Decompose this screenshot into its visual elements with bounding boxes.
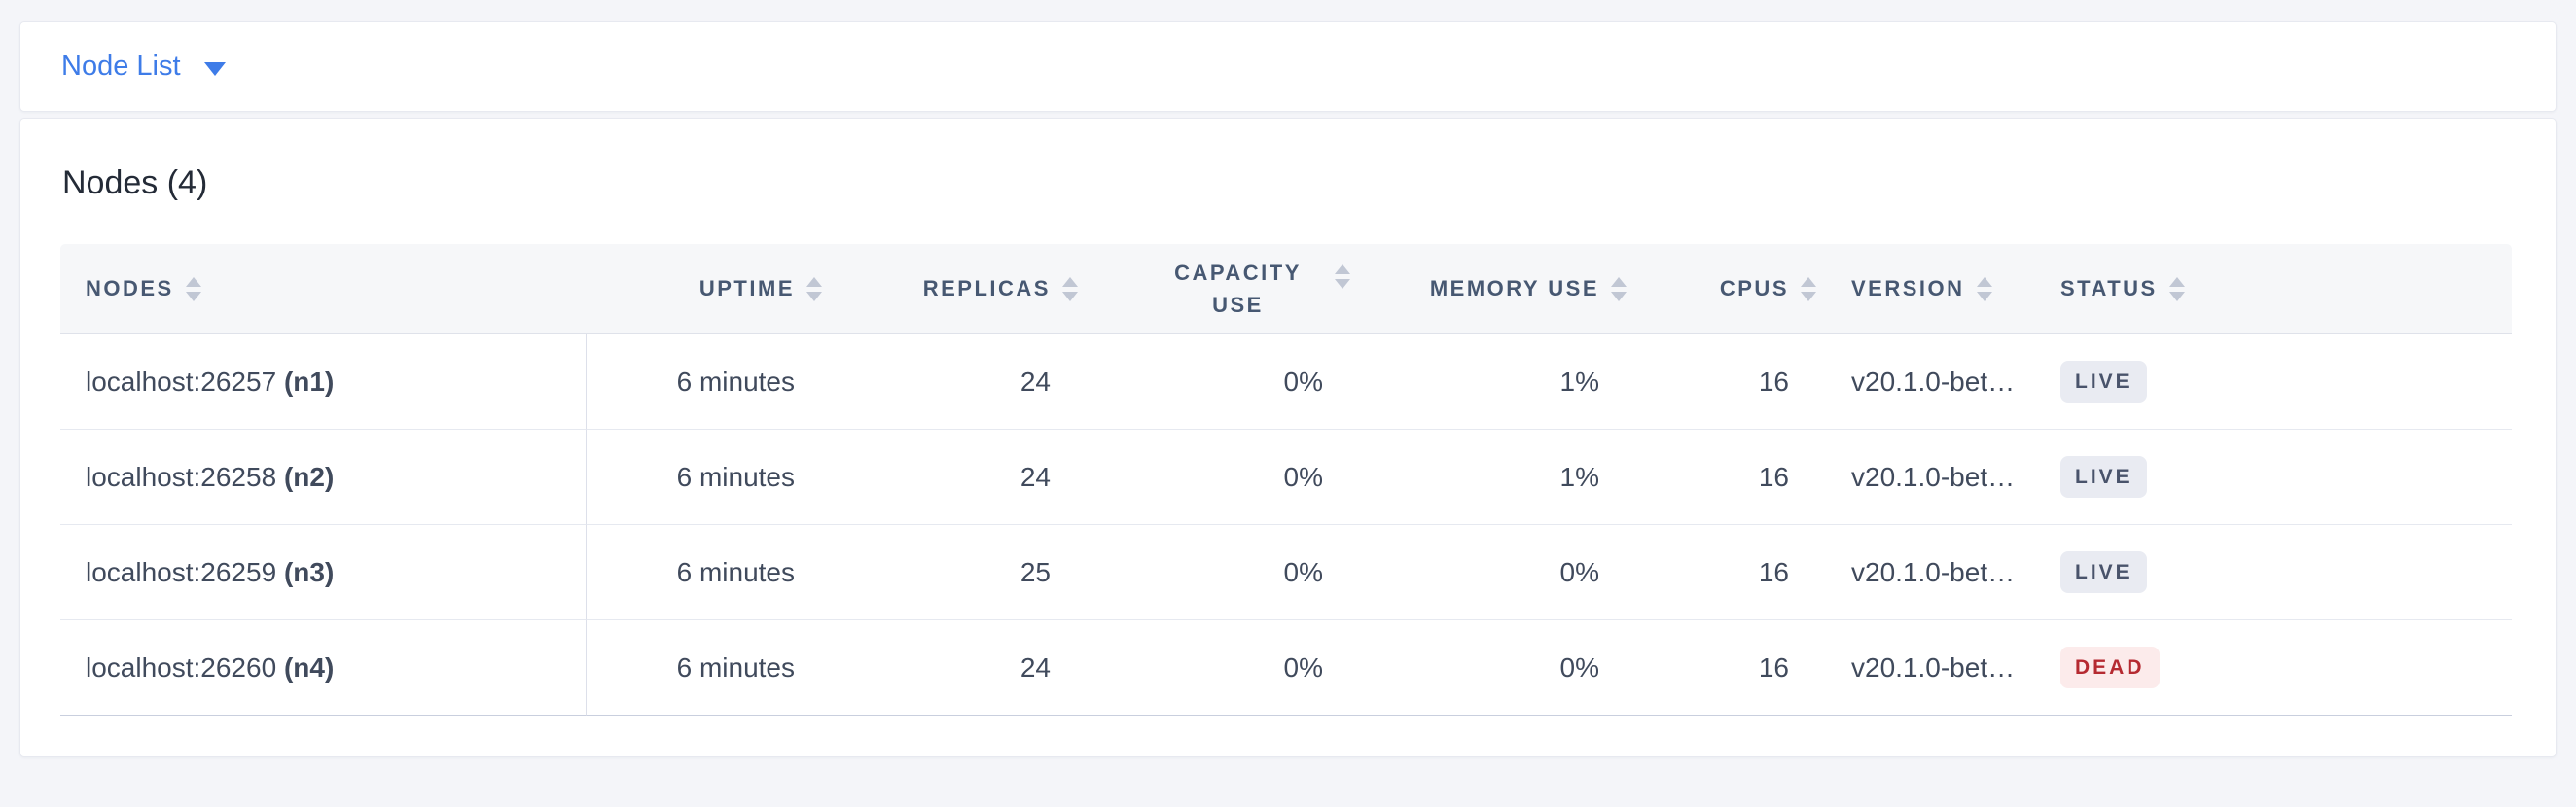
node-list-dropdown[interactable]: Node List (61, 51, 226, 83)
cpus-cell: 16 (1640, 334, 1830, 431)
version-cell: v20.1.0-bet… (1830, 334, 2039, 431)
cpus-cell: 16 (1640, 620, 1830, 717)
node-address: localhost:26258 (86, 461, 277, 492)
node-id: (n1) (283, 366, 335, 397)
table-row: localhost:26259 (n3) 6 minutes 25 0% 0% … (60, 525, 2512, 621)
table-row: localhost:26257 (n1) 6 minutes 24 0% 1% … (60, 334, 2512, 431)
replicas-cell: 24 (836, 620, 1091, 717)
view-selector-bar: Node List (19, 21, 2557, 112)
status-badge: LIVE (2060, 551, 2147, 594)
sort-icon[interactable] (1611, 276, 1627, 301)
capacity-use-cell: 0% (1091, 334, 1364, 431)
node-id: (n4) (283, 651, 335, 683)
uptime-cell: 6 minutes (587, 620, 836, 717)
column-header-cpus[interactable]: CPUS (1640, 244, 1830, 335)
chevron-down-icon (203, 61, 226, 76)
column-label: NODES (86, 276, 174, 301)
nodes-table: NODES UPTIME REPLICAS (60, 244, 2512, 717)
column-header-uptime[interactable]: UPTIME (587, 244, 836, 335)
status-cell: LIVE (2039, 525, 2512, 621)
node-cell[interactable]: localhost:26259 (n3) (60, 525, 587, 621)
node-address: localhost:26257 (86, 366, 277, 397)
replicas-cell: 25 (836, 525, 1091, 621)
capacity-use-cell: 0% (1091, 430, 1364, 526)
column-label: CPUS (1719, 276, 1789, 301)
node-address: localhost:26259 (86, 556, 277, 587)
memory-use-cell: 1% (1364, 334, 1640, 431)
status-badge: DEAD (2060, 647, 2160, 689)
nodes-panel: Nodes (4) NODES UPTIME (19, 118, 2557, 757)
version-cell: v20.1.0-bet… (1830, 525, 2039, 621)
node-cell[interactable]: localhost:26257 (n1) (60, 334, 587, 431)
cpus-cell: 16 (1640, 430, 1830, 526)
replicas-cell: 24 (836, 430, 1091, 526)
sort-icon[interactable] (1976, 276, 1992, 301)
node-id: (n2) (283, 461, 335, 492)
uptime-cell: 6 minutes (587, 525, 836, 621)
column-header-capacity-use[interactable]: CAPACITY USE (1091, 244, 1364, 335)
status-cell: LIVE (2039, 334, 2512, 431)
node-cell[interactable]: localhost:26258 (n2) (60, 430, 587, 526)
sort-icon[interactable] (185, 276, 201, 301)
node-cell[interactable]: localhost:26260 (n4) (60, 620, 587, 717)
sort-icon[interactable] (2168, 276, 2185, 301)
sort-icon[interactable] (1062, 276, 1078, 301)
capacity-use-cell: 0% (1091, 620, 1364, 717)
table-row: localhost:26260 (n4) 6 minutes 24 0% 0% … (60, 620, 2512, 717)
memory-use-cell: 0% (1364, 620, 1640, 717)
node-list-dropdown-label: Node List (61, 51, 181, 82)
uptime-cell: 6 minutes (587, 430, 836, 526)
column-header-replicas[interactable]: REPLICAS (836, 244, 1091, 335)
version-cell: v20.1.0-bet… (1830, 620, 2039, 717)
sort-icon[interactable] (1801, 276, 1816, 301)
version-cell: v20.1.0-bet… (1830, 430, 2039, 526)
table-header: NODES UPTIME REPLICAS (60, 244, 2512, 335)
table-body: localhost:26257 (n1) 6 minutes 24 0% 1% … (60, 334, 2512, 717)
cpus-cell: 16 (1640, 525, 1830, 621)
table-header-row: NODES UPTIME REPLICAS (60, 244, 2512, 335)
status-cell: LIVE (2039, 430, 2512, 526)
replicas-cell: 24 (836, 334, 1091, 431)
status-badge: LIVE (2060, 456, 2147, 499)
column-label: MEMORY USE (1429, 276, 1599, 301)
sort-icon[interactable] (806, 276, 822, 301)
column-header-version[interactable]: VERSION (1830, 244, 2039, 335)
status-badge: LIVE (2060, 361, 2147, 404)
table-row: localhost:26258 (n2) 6 minutes 24 0% 1% … (60, 430, 2512, 526)
column-header-memory-use[interactable]: MEMORY USE (1364, 244, 1640, 335)
column-label: STATUS (2060, 276, 2158, 301)
column-label: UPTIME (698, 276, 795, 301)
column-label: CAPACITY USE (1174, 261, 1302, 318)
status-cell: DEAD (2039, 620, 2512, 717)
node-id: (n3) (283, 556, 335, 587)
capacity-use-cell: 0% (1091, 525, 1364, 621)
page-title: Nodes (4) (62, 164, 208, 201)
column-header-status[interactable]: STATUS (2039, 244, 2512, 335)
memory-use-cell: 1% (1364, 430, 1640, 526)
node-address: localhost:26260 (86, 651, 277, 683)
sort-icon[interactable] (1335, 264, 1350, 290)
column-label: VERSION (1851, 276, 1965, 301)
memory-use-cell: 0% (1364, 525, 1640, 621)
column-label: REPLICAS (922, 276, 1051, 301)
column-header-nodes[interactable]: NODES (60, 244, 587, 335)
uptime-cell: 6 minutes (587, 334, 836, 431)
